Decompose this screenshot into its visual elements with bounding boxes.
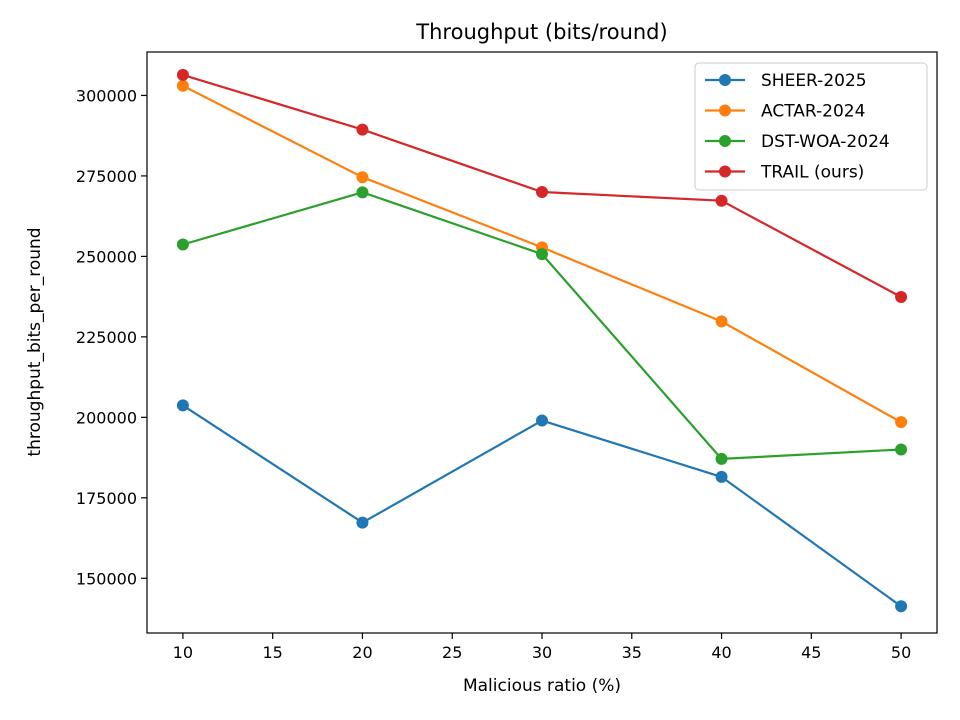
legend-label-3: TRAIL (ours) xyxy=(760,163,864,183)
x-axis-label: Malicious ratio (%) xyxy=(463,676,621,696)
legend-label-1: ACTAR-2024 xyxy=(761,102,865,122)
data-point-1-4 xyxy=(895,416,908,429)
axes-frame xyxy=(146,51,938,634)
x-tick-label-45: 45 xyxy=(801,643,821,662)
chart-title: Throughput (bits/round) xyxy=(415,20,667,44)
data-point-2-0 xyxy=(176,238,189,251)
data-point-1-1 xyxy=(356,171,369,184)
series-line-0 xyxy=(182,404,902,608)
y-axis-label: throughput_bits_per_round xyxy=(25,227,45,456)
x-tick-label-40: 40 xyxy=(711,643,731,662)
x-tick-label-25: 25 xyxy=(442,643,462,662)
x-tick-label-35: 35 xyxy=(622,643,642,662)
legend-marker-0 xyxy=(719,74,731,86)
plot-area: 10 15 20 25 30 35 40 45 50 150000 175000 200000 2250… xyxy=(76,51,938,662)
x-tick-label-20: 20 xyxy=(352,643,372,662)
legend-box xyxy=(694,62,928,191)
x-tick-label-50: 50 xyxy=(891,643,911,662)
x-tick-label-10: 10 xyxy=(173,643,193,662)
data-point-2-2 xyxy=(536,248,548,261)
data-point-1-3 xyxy=(715,315,728,328)
data-point-0-2 xyxy=(536,414,548,427)
y-tick-label-150000: 150000 xyxy=(76,569,137,588)
y-tick-label-225000: 225000 xyxy=(76,328,137,347)
data-point-0-4 xyxy=(895,600,908,613)
y-tick-label-275000: 275000 xyxy=(76,167,137,186)
data-point-2-4 xyxy=(895,443,908,456)
data-point-0-3 xyxy=(715,470,728,483)
legend-marker-3 xyxy=(719,165,731,178)
data-point-0-1 xyxy=(356,516,369,529)
data-point-1-0 xyxy=(176,79,189,92)
legend-label-0: SHEER-2025 xyxy=(761,71,867,91)
y-tick-label-300000: 300000 xyxy=(76,86,137,105)
x-tick-label-15: 15 xyxy=(263,643,283,662)
data-point-3-3 xyxy=(715,194,728,207)
legend-marker-2 xyxy=(719,135,731,147)
y-tick-label-175000: 175000 xyxy=(76,489,137,508)
y-tick-label-200000: 200000 xyxy=(76,408,137,427)
y-tick-label-250000: 250000 xyxy=(76,247,137,266)
legend-label-2: DST-WOA-2024 xyxy=(761,132,890,152)
data-point-3-4 xyxy=(895,290,908,303)
x-tick-label-30: 30 xyxy=(532,643,552,662)
data-point-0-0 xyxy=(176,399,189,412)
data-point-2-1 xyxy=(356,186,369,199)
data-point-2-3 xyxy=(715,452,728,465)
data-point-3-0 xyxy=(176,68,189,81)
data-point-3-1 xyxy=(356,123,369,136)
data-point-3-2 xyxy=(536,186,548,199)
legend-marker-1 xyxy=(719,104,731,117)
legend: SHEER-2025 ACTAR-2024 DST-WOA-2024 TRAIL (o… xyxy=(694,62,928,191)
